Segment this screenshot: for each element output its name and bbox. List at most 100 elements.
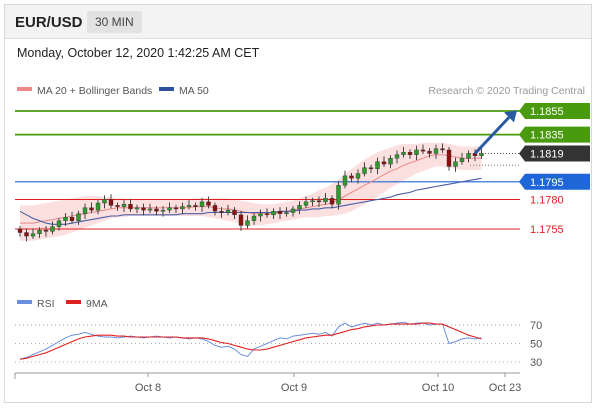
candle-body: [212, 205, 218, 212]
candle-body: [407, 152, 413, 155]
candle-body: [388, 157, 393, 165]
ma9-legend-swatch: [66, 300, 81, 304]
candle-body: [24, 232, 29, 237]
bollinger-band: [20, 142, 482, 241]
candle-body: [134, 207, 140, 210]
level-1-1795-label: 1.1795: [530, 177, 564, 189]
rsi-panel: 70 50 30: [15, 320, 542, 369]
candle-body: [453, 161, 458, 167]
time-tick-label: Oct 23: [489, 382, 521, 394]
candle-body: [141, 207, 146, 211]
forecast-arrow-head: [504, 110, 517, 123]
level-1-1835-label: 1.1835: [530, 130, 564, 142]
rsi-line: [19, 321, 482, 360]
level-1-1795-tag: [519, 173, 590, 190]
candle-body: [349, 175, 354, 179]
candle-body: [108, 199, 114, 206]
chart-header: EUR/USD 30 MIN: [5, 5, 591, 39]
candle-body: [414, 149, 419, 155]
candle-body: [160, 209, 166, 212]
candle-body: [245, 220, 250, 226]
level-1-1855-label: 1.1855: [530, 106, 564, 118]
candle-body: [69, 216, 75, 221]
candle-body: [446, 149, 452, 167]
level-1-1780-label: 1.1780: [530, 195, 564, 207]
ma9-line: [19, 322, 482, 360]
candle-body: [115, 205, 120, 207]
candle-body: [284, 212, 289, 214]
symbol-title: EUR/USD: [15, 14, 83, 31]
candle-body: [394, 154, 400, 159]
forecast-arrow: [473, 110, 517, 155]
chart-datetime: Monday, October 12, 2020 1:42:25 AM CET: [17, 46, 260, 60]
candle-body: [258, 213, 263, 217]
candle-body: [238, 214, 244, 226]
ma-bb-legend-label: MA 20 + Bollinger Bands: [37, 85, 152, 97]
candle-body: [89, 207, 94, 211]
candle-body: [186, 205, 192, 207]
candle-body: [63, 216, 68, 221]
candle-body: [219, 211, 224, 213]
candle-body: [76, 213, 81, 221]
candle-body: [381, 161, 387, 165]
level-labels: 1.1855 1.1835 1.1819 1.1795 1.1780 1.1755: [519, 103, 590, 236]
candle-body: [264, 213, 270, 216]
candle-body: [121, 204, 127, 207]
ma9-legend-label: 9MA: [86, 298, 108, 310]
candle-body: [290, 208, 296, 213]
candle-body: [336, 185, 341, 205]
candle-body: [362, 167, 367, 174]
time-tick-label: Oct 9: [281, 382, 307, 394]
candle-body: [43, 229, 49, 232]
candle-body: [147, 208, 153, 211]
level-1-1855-tag: [519, 103, 590, 119]
candle-body: [225, 209, 231, 213]
candle-body: [82, 207, 88, 214]
rsi-tick-70: 70: [530, 320, 542, 332]
forecast-arrow-shaft: [473, 116, 511, 155]
candle-body: [56, 220, 62, 227]
candle-body: [368, 167, 374, 170]
credit-text: Research © 2020 Trading Central: [428, 85, 585, 97]
candle-body: [316, 200, 322, 203]
candle-body: [323, 198, 328, 203]
ma50-legend-label: MA 50: [179, 85, 209, 97]
candle-body: [355, 173, 361, 179]
candle-body: [173, 207, 179, 210]
candle-body: [310, 200, 315, 203]
candle-body: [30, 233, 36, 237]
candlesticks: [17, 143, 484, 242]
candle-body: [128, 204, 133, 210]
candle-body: [433, 148, 439, 154]
rsi-tick-50: 50: [530, 339, 542, 351]
time-tick-label: Oct 8: [135, 382, 161, 394]
candle-body: [479, 153, 484, 157]
candle-body: [342, 175, 348, 186]
level-1-1755-label: 1.1755: [530, 224, 564, 236]
candle-body: [420, 149, 426, 152]
time-axis: Oct 8 Oct 9 Oct 10 Oct 23: [14, 372, 521, 394]
candle-body: [95, 202, 101, 211]
candle-body: [459, 157, 465, 162]
candle-body: [277, 211, 283, 214]
candle-body: [37, 229, 42, 234]
candle-body: [251, 215, 257, 221]
level-1-1835-tag: [519, 126, 590, 143]
timeframe-button[interactable]: 30 MIN: [87, 11, 142, 33]
rsi-tick-30: 30: [530, 357, 542, 369]
candle-body: [297, 205, 302, 210]
candle-body: [17, 228, 23, 233]
rsi-legend-label: RSI: [37, 298, 55, 310]
ma-bb-legend-swatch: [17, 87, 32, 91]
candle-body: [401, 152, 406, 155]
candle-body: [375, 161, 380, 170]
ma50-line: [19, 177, 482, 225]
candle-body: [206, 201, 211, 206]
candle-body: [199, 201, 205, 207]
candle-body: [232, 209, 237, 216]
candle-body: [167, 207, 172, 211]
price-levels: [15, 110, 520, 230]
candle-body: [193, 205, 198, 207]
rsi-legend-swatch: [17, 300, 32, 304]
